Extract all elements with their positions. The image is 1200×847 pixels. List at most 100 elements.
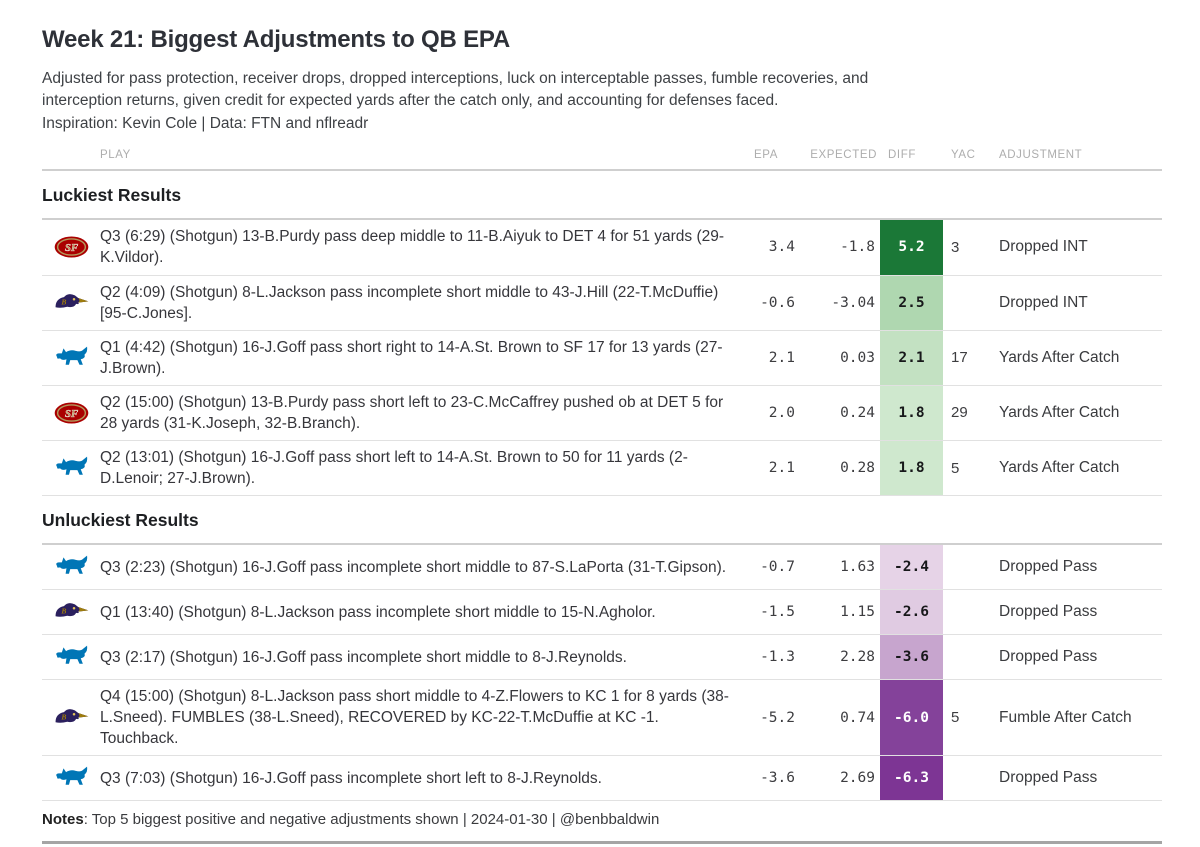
page-title: Week 21: Biggest Adjustments to QB EPA [42, 26, 511, 53]
diff-value: 5.2 [880, 220, 943, 275]
yac-value: 17 [951, 349, 968, 367]
epa-value: -3.6 [760, 770, 795, 787]
notes-label: Notes [42, 811, 84, 829]
table-row: Q2 (15:00) (Shotgun) 13-B.Purdy pass sho… [42, 385, 1162, 442]
team-logo-cell [42, 220, 100, 274]
expected-value: 1.15 [840, 604, 875, 621]
adjustment-label: Fumble After Catch [999, 708, 1132, 726]
play-description: Q1 (13:40) (Shotgun) 8-L.Jackson pass in… [100, 603, 656, 621]
column-header-expected: EXPECTED [810, 149, 877, 162]
diff-value: -2.6 [880, 590, 943, 635]
adjustment-label: Dropped Pass [999, 769, 1098, 787]
team-logo-cell [42, 331, 100, 385]
play-description: Q3 (7:03) (Shotgun) 16-J.Goff pass incom… [100, 769, 602, 787]
team-logo-cell [42, 386, 100, 440]
diff-value: 2.5 [880, 275, 943, 330]
expected-value: 0.03 [840, 349, 875, 366]
team-logo-ravens-icon [53, 705, 90, 731]
expected-value: 0.28 [840, 460, 875, 477]
column-header-row: PLAY EPA EXPECTED DIFF YAC ADJUSTMENT [42, 145, 1162, 172]
epa-value: 2.1 [768, 349, 795, 366]
expected-value: 2.28 [840, 649, 875, 666]
adjustment-label: Dropped Pass [999, 558, 1098, 576]
adjustment-label: Dropped INT [999, 238, 1088, 256]
team-logo-cell [42, 276, 100, 330]
table-row: Q3 (6:29) (Shotgun) 13-B.Purdy pass deep… [42, 220, 1162, 276]
team-logo-cell [42, 680, 100, 755]
team-logo-49ers-icon [53, 400, 90, 426]
section-heading-luckiest: Luckiest Results [42, 171, 1162, 221]
play-description: Q3 (2:23) (Shotgun) 16-J.Goff pass incom… [100, 558, 727, 576]
table-row: Q1 (4:42) (Shotgun) 16-J.Goff pass short… [42, 330, 1162, 386]
play-description: Q3 (6:29) (Shotgun) 13-B.Purdy pass deep… [100, 228, 725, 267]
team-logo-cell [42, 590, 100, 634]
play-description: Q4 (15:00) (Shotgun) 8-L.Jackson pass sh… [100, 688, 729, 748]
diff-value: -6.3 [880, 756, 943, 801]
adjustment-label: Yards After Catch [999, 348, 1120, 366]
diff-value: -6.0 [880, 680, 943, 756]
epa-value: -1.5 [760, 604, 795, 621]
column-header-yac: YAC [951, 149, 976, 162]
column-header-adjustment: ADJUSTMENT [999, 149, 1083, 162]
diff-value: -2.4 [880, 545, 943, 590]
epa-value: 3.4 [768, 239, 795, 256]
table-row: Q3 (7:03) (Shotgun) 16-J.Goff pass incom… [42, 756, 1162, 802]
epa-value: -1.3 [760, 649, 795, 666]
epa-value: -5.2 [760, 709, 795, 726]
credit-line: Inspiration: Kevin Cole | Data: FTN and … [42, 114, 369, 132]
adjustment-label: Dropped INT [999, 293, 1088, 311]
expected-value: 2.69 [840, 770, 875, 787]
play-description: Q2 (4:09) (Shotgun) 8-L.Jackson pass inc… [100, 283, 719, 322]
expected-value: -3.04 [831, 294, 875, 311]
table-row: Q1 (13:40) (Shotgun) 8-L.Jackson pass in… [42, 590, 1162, 636]
expected-value: 0.74 [840, 709, 875, 726]
play-description: Q3 (2:17) (Shotgun) 16-J.Goff pass incom… [100, 648, 627, 666]
expected-value: 1.63 [840, 559, 875, 576]
team-logo-ravens-icon [53, 290, 90, 316]
team-logo-ravens-icon [53, 599, 90, 625]
epa-value: -0.7 [760, 559, 795, 576]
yac-value: 5 [951, 709, 960, 727]
epa-value: -0.6 [760, 294, 795, 311]
team-logo-lions-icon [53, 644, 90, 670]
team-logo-lions-icon [53, 765, 90, 791]
diff-value: 1.8 [880, 385, 943, 441]
team-logo-lions-icon [53, 345, 90, 371]
team-logo-cell [42, 635, 100, 679]
notes-footer: Notes: Top 5 biggest positive and negati… [42, 801, 1162, 845]
column-header-diff: DIFF [888, 149, 916, 162]
play-description: Q2 (13:01) (Shotgun) 16-J.Goff pass shor… [100, 449, 688, 488]
table-row: Q2 (13:01) (Shotgun) 16-J.Goff pass shor… [42, 441, 1162, 497]
play-description: Q1 (4:42) (Shotgun) 16-J.Goff pass short… [100, 338, 723, 377]
notes-text: : Top 5 biggest positive and negative ad… [83, 811, 660, 829]
table-row: Q3 (2:23) (Shotgun) 16-J.Goff pass incom… [42, 545, 1162, 591]
yac-value: 29 [951, 404, 968, 422]
yac-value: 5 [951, 459, 960, 477]
table-row: Q3 (2:17) (Shotgun) 16-J.Goff pass incom… [42, 635, 1162, 681]
table-row: Q4 (15:00) (Shotgun) 8-L.Jackson pass sh… [42, 680, 1162, 757]
column-header-play: PLAY [100, 149, 131, 162]
team-logo-lions-icon [53, 554, 90, 580]
expected-value: 0.24 [840, 404, 875, 421]
section-heading-unluckiest: Unluckiest Results [42, 496, 1162, 546]
team-logo-lions-icon [53, 455, 90, 481]
epa-value: 2.0 [768, 404, 795, 421]
adjustment-label: Dropped Pass [999, 603, 1098, 621]
adjustment-label: Yards After Catch [999, 403, 1120, 421]
epa-value: 2.1 [768, 460, 795, 477]
column-header-epa: EPA [754, 149, 778, 162]
yac-value: 3 [951, 238, 960, 256]
diff-value: 2.1 [880, 330, 943, 385]
team-logo-cell [42, 756, 100, 800]
team-logo-cell [42, 545, 100, 589]
play-description: Q2 (15:00) (Shotgun) 13-B.Purdy pass sho… [100, 393, 724, 432]
team-logo-49ers-icon [53, 234, 90, 260]
adjustment-label: Yards After Catch [999, 459, 1120, 477]
diff-value: 1.8 [880, 441, 943, 496]
expected-value: -1.8 [840, 239, 875, 256]
subtitle: Adjusted for pass protection, receiver d… [42, 70, 869, 110]
table-row: Q2 (4:09) (Shotgun) 8-L.Jackson pass inc… [42, 275, 1162, 331]
team-logo-cell [42, 441, 100, 495]
adjustments-table: PLAY EPA EXPECTED DIFF YAC ADJUSTMENT Lu… [42, 145, 1162, 845]
